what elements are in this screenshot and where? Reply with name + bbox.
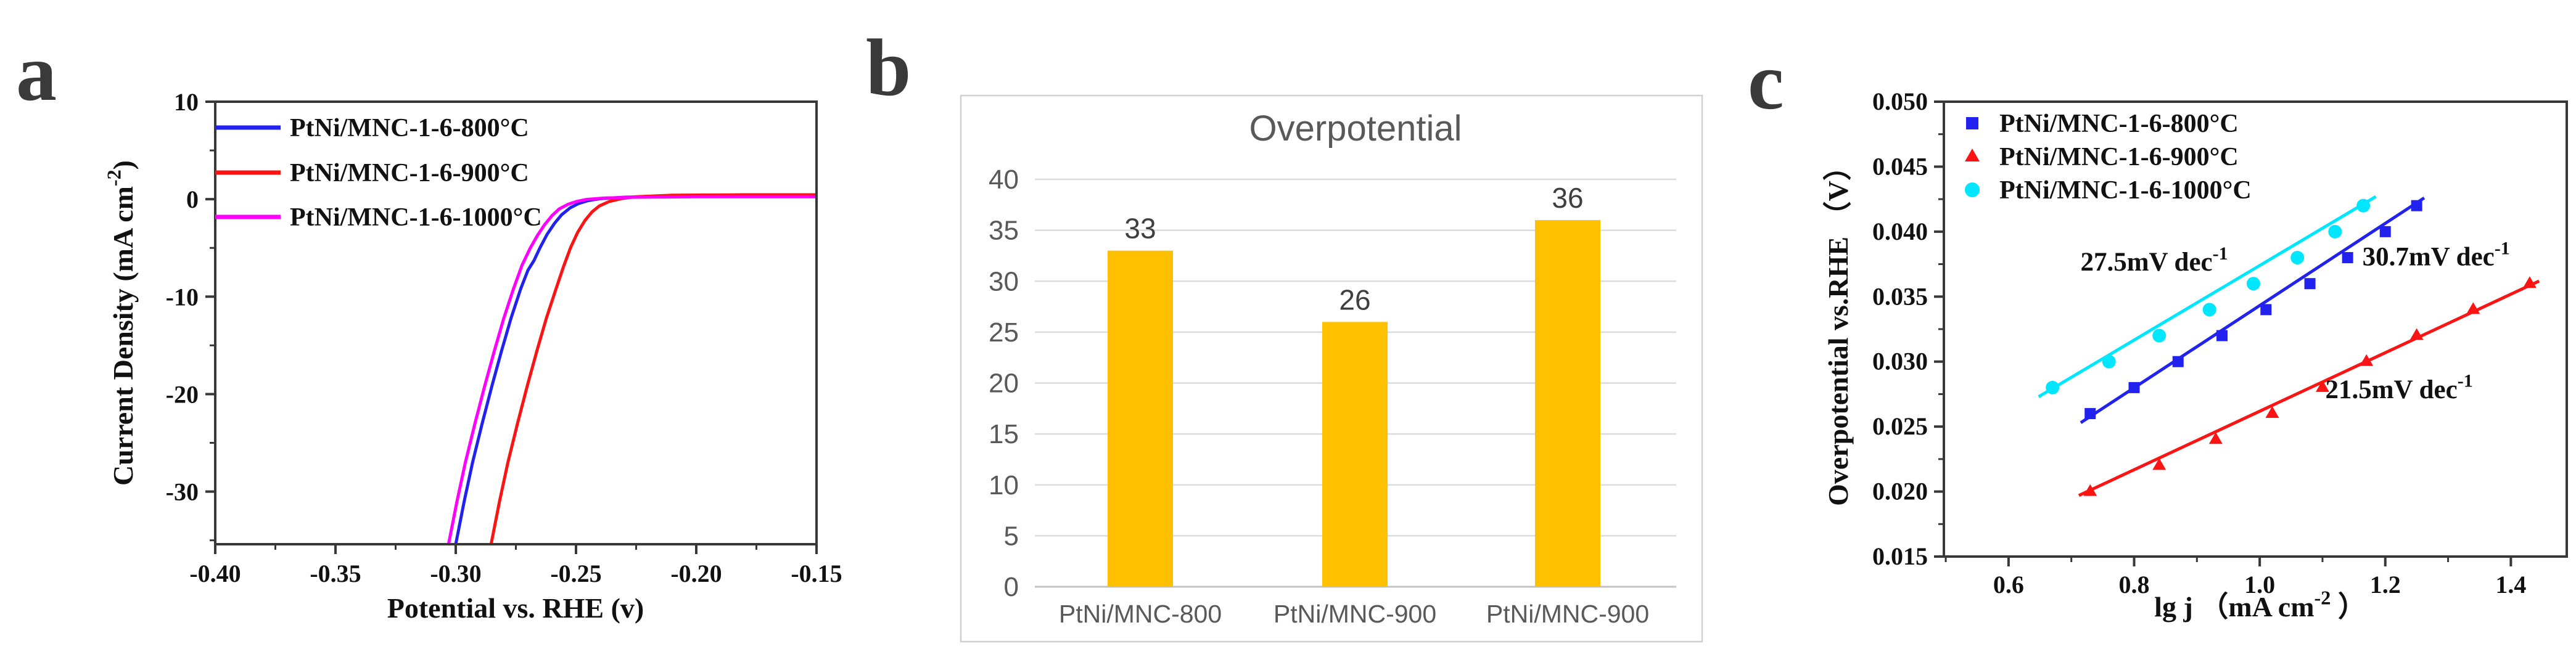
b-category-label: PtNi/MNC-900 — [1486, 600, 1649, 628]
c-point-circle — [2152, 329, 2167, 343]
c-point-triangle — [2522, 276, 2537, 288]
b-bar-2 — [1535, 220, 1600, 587]
c-y-tick-label: 0.050 — [1872, 88, 1928, 115]
c-y-tick-label: 0.025 — [1872, 412, 1928, 440]
c-point-circle — [2328, 224, 2342, 239]
c-point-circle — [2356, 198, 2371, 213]
b-bar-value-label: 26 — [1339, 284, 1370, 316]
c-point-square — [2342, 252, 2353, 264]
c-point-triangle — [2360, 354, 2374, 366]
c-point-triangle — [2083, 484, 2097, 496]
c-tafel-slope-annotation: 30.7mV dec-1 — [2363, 238, 2510, 272]
b-y-tick-label: 25 — [989, 317, 1019, 348]
c-y-tick-label: 0.015 — [1872, 542, 1928, 570]
c-x-tick-label: 1.4 — [2495, 571, 2526, 598]
panel-label-b: b — [866, 22, 911, 113]
a-y-tick-label: 10 — [174, 88, 199, 116]
c-point-triangle — [2265, 406, 2279, 418]
a-x-tick-label: -0.20 — [670, 560, 722, 587]
c-point-square — [2172, 356, 2184, 367]
b-y-tick-label: 15 — [989, 419, 1019, 449]
panel-a-lsv-chart: -0.40 -0.35 -0.30 -0.25 -0.20 -0.15 10 0 -10 -20 -… — [103, 88, 842, 624]
b-category-label: PtNi/MNC-800 — [1059, 600, 1222, 628]
b-category-label: PtNi/MNC-900 — [1274, 600, 1436, 628]
c-y-tick-label: 0.020 — [1872, 478, 1928, 505]
b-y-tick-label: 30 — [989, 266, 1019, 296]
b-y-tick-label: 0 — [1004, 572, 1019, 602]
c-point-circle — [2102, 354, 2116, 369]
b-chart-title: Overpotential — [1249, 108, 1462, 149]
panel-b-bar-chart: Overpotential 0 5 10 15 20 25 30 35 40 33 PtNi/MNC-… — [960, 94, 1703, 643]
c-point-square — [2128, 382, 2140, 393]
c-point-triangle — [2409, 328, 2424, 340]
a-x-tick-label: -0.35 — [310, 560, 361, 587]
c-y-tick-label: 0.030 — [1872, 348, 1928, 375]
c-point-square — [2379, 226, 2391, 237]
c-tafel-slope-annotation: 27.5mV dec-1 — [2080, 243, 2228, 277]
b-bar-0 — [1108, 250, 1173, 587]
b-bar-1 — [1322, 322, 1388, 587]
b-y-tick-label: 35 — [989, 216, 1019, 246]
c-y-axis-title: Overpotential vs.RHE （V） — [1822, 152, 1854, 506]
c-fit-line-2 — [2038, 195, 2377, 398]
a-y-tick-label: -10 — [166, 283, 199, 311]
c-point-triangle — [2466, 302, 2480, 314]
b-y-tick-label: 40 — [989, 165, 1019, 195]
a-y-axis-title: Current Density (mA cm-2) — [103, 160, 139, 486]
a-x-axis-title: Potential vs. RHE (v) — [387, 592, 644, 624]
c-point-square — [2411, 200, 2422, 211]
c-legend-label: PtNi/MNC-1-6-1000°C — [1999, 176, 2252, 205]
a-legend-label: PtNi/MNC-1-6-1000°C — [290, 203, 542, 232]
c-point-circle — [2202, 303, 2216, 317]
panel-label-c: c — [1748, 36, 1784, 126]
c-point-square — [2260, 304, 2272, 316]
c-point-square — [2216, 330, 2228, 341]
c-point-square — [2304, 278, 2316, 290]
b-bar-value-label: 33 — [1124, 213, 1156, 245]
c-fit-line-1 — [2078, 279, 2540, 497]
c-x-tick-label: 0.6 — [1993, 571, 2024, 598]
a-x-tick-label: -0.30 — [430, 560, 481, 587]
c-legend-label: PtNi/MNC-1-6-800°C — [1999, 110, 2239, 138]
c-x-tick-label: 1.0 — [2244, 571, 2275, 598]
c-point-triangle — [2152, 458, 2167, 470]
c-point-square — [2084, 408, 2096, 420]
c-legend-label: PtNi/MNC-1-6-900°C — [1999, 143, 2239, 171]
c-point-circle — [2246, 277, 2260, 291]
b-y-tick-label: 20 — [989, 369, 1019, 399]
c-legend-circle-icon — [1965, 182, 1980, 197]
a-legend-label: PtNi/MNC-1-6-900°C — [290, 159, 529, 187]
c-x-tick-label: 1.2 — [2370, 571, 2401, 598]
a-x-tick-label: -0.15 — [791, 560, 842, 587]
a-y-tick-label: -20 — [166, 380, 199, 408]
c-x-tick-label: 0.8 — [2118, 571, 2149, 598]
b-y-tick-label: 10 — [989, 470, 1019, 500]
c-x-axis-title: lg j （mA cm-2 ） — [2154, 587, 2366, 622]
c-y-tick-label: 0.045 — [1872, 152, 1928, 180]
c-point-triangle — [2208, 432, 2223, 444]
c-legend-square-icon — [1966, 117, 1978, 129]
c-point-circle — [2290, 251, 2305, 265]
lsv-curve-2 — [446, 195, 817, 545]
a-x-tick-label: -0.25 — [550, 560, 601, 587]
a-x-tick-label: -0.40 — [189, 560, 241, 587]
lsv-curve-0 — [454, 194, 817, 545]
panel-label-a: a — [16, 27, 57, 118]
c-y-tick-label: 0.035 — [1872, 282, 1928, 310]
c-legend-triangle-icon — [1965, 149, 1980, 161]
a-y-tick-label: 0 — [186, 186, 199, 213]
b-y-tick-label: 5 — [1004, 521, 1019, 551]
c-point-circle — [2046, 380, 2060, 394]
a-y-tick-label: -30 — [166, 478, 199, 506]
c-tafel-slope-annotation: 21.5mV dec-1 — [2326, 370, 2473, 404]
c-y-tick-label: 0.040 — [1872, 218, 1928, 245]
c-point-triangle — [2315, 380, 2329, 392]
panel-c-tafel-chart: 0.6 0.8 1.0 1.2 1.4 0.050 0.045 0.040 0.035 0.030… — [1822, 88, 2568, 622]
b-bar-value-label: 36 — [1552, 182, 1583, 214]
a-legend-label: PtNi/MNC-1-6-800°C — [290, 114, 529, 142]
